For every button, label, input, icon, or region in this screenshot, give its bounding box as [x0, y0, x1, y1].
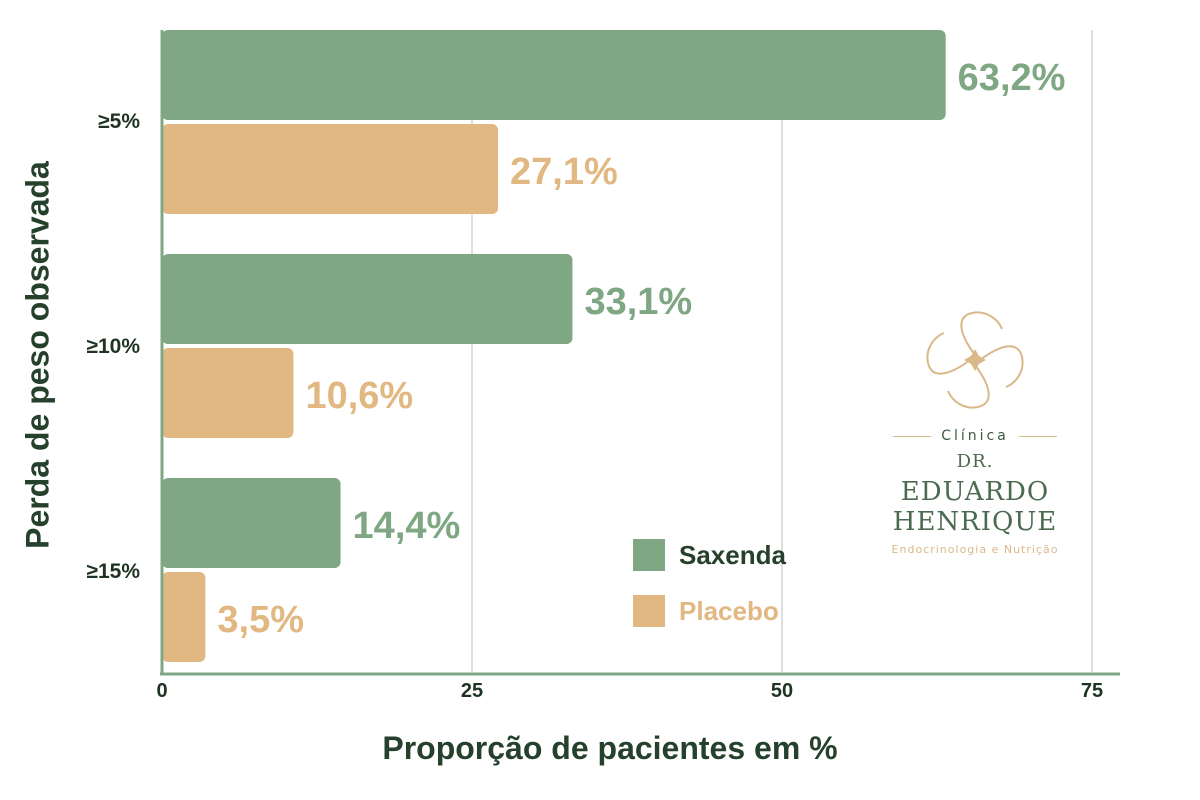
legend-label-saxenda: Saxenda: [679, 539, 786, 570]
data-label-placebo-2: 10,6%: [305, 375, 413, 417]
bar-placebo-2: [162, 348, 294, 438]
legend-label-placebo: Placebo: [679, 595, 779, 626]
data-label-placebo-1: 27,1%: [510, 151, 618, 193]
x-tick-label-50: 50: [770, 680, 794, 702]
logo-doctor-name: DR. EDUARDO HENRIQUE: [892, 451, 1058, 537]
y-tick-label-10: ≥10%: [86, 335, 140, 358]
x-tick-label-75: 75: [1080, 680, 1104, 702]
x-axis-title: Proporção de pacientes em %: [382, 730, 838, 766]
data-label-saxenda-2: 33,1%: [584, 281, 692, 323]
y-axis-title: Perda de peso observada: [19, 161, 56, 549]
logo-clinic-text: Clínica: [885, 428, 1065, 444]
x-tick-label-25: 25: [460, 680, 484, 702]
clinic-logo: Clínica DR. EDUARDO HENRIQUE Endocrinolo…: [885, 305, 1065, 556]
bar-placebo-1: [162, 124, 499, 214]
legend: Saxenda Placebo: [633, 538, 786, 650]
bar-saxenda-2: [162, 254, 573, 344]
bar-saxenda-3: [162, 478, 341, 568]
data-label-saxenda-1: 63,2%: [958, 57, 1066, 99]
y-tick-label-5: ≥5%: [98, 110, 140, 133]
clover-logo-icon: [926, 311, 1024, 409]
legend-item-placebo: Placebo: [633, 594, 786, 628]
x-tick-label-0: 0: [156, 680, 168, 702]
bar-placebo-3: [162, 572, 206, 662]
legend-swatch-saxenda: [633, 539, 665, 571]
legend-item-saxenda: Saxenda: [633, 538, 786, 572]
bar-saxenda-1: [162, 30, 946, 120]
logo-specialty: Endocrinologia e Nutrição: [891, 543, 1059, 556]
data-label-saxenda-3: 14,4%: [353, 505, 461, 547]
data-label-placebo-3: 3,5%: [217, 599, 304, 641]
y-tick-label-15: ≥15%: [86, 560, 140, 583]
legend-swatch-placebo: [633, 595, 665, 627]
